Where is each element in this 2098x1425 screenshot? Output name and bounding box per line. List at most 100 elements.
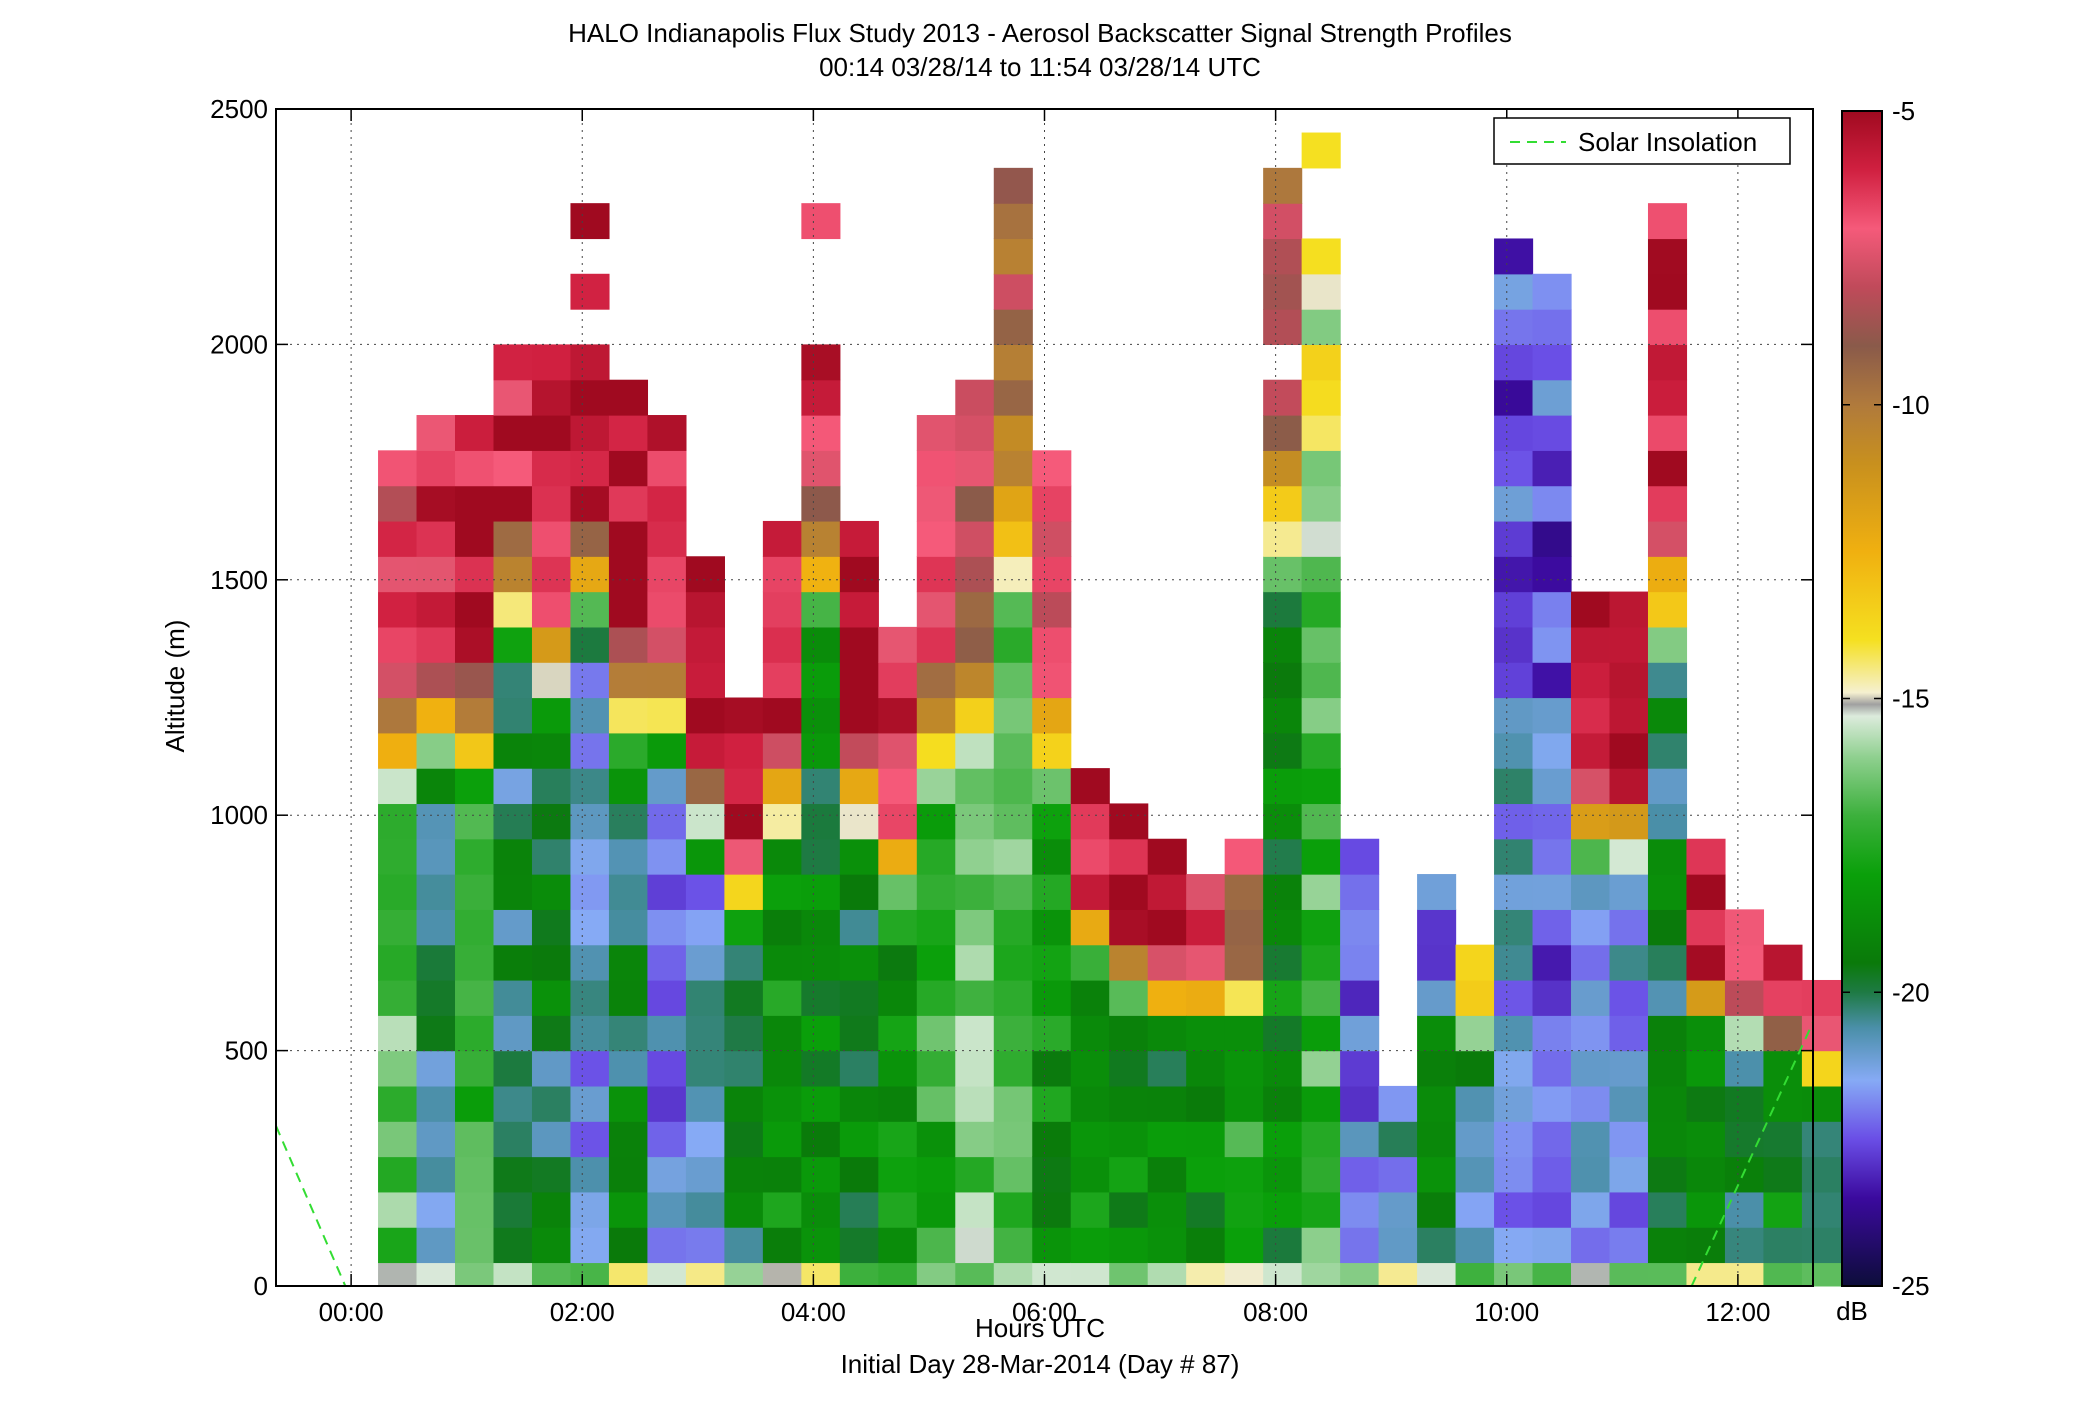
heatmap-cell (801, 485, 841, 522)
heatmap-cell (608, 485, 649, 522)
heatmap-cell (955, 415, 995, 451)
heatmap-cell (416, 1050, 456, 1087)
heatmap-cell (416, 415, 456, 451)
heatmap-cell (647, 909, 687, 946)
heatmap-cell (839, 1121, 879, 1158)
heatmap-cell (955, 1227, 995, 1264)
heatmap-cell (1724, 1191, 1765, 1228)
heatmap-cell (801, 1085, 841, 1122)
heatmap-cell (1032, 556, 1072, 593)
heatmap-cell (1532, 1262, 1572, 1287)
heatmap-cell (801, 944, 841, 981)
heatmap-cell (685, 697, 725, 734)
heatmap-cell (1070, 909, 1110, 946)
heatmap-cell (608, 1227, 649, 1264)
heatmap-cell (1532, 909, 1572, 946)
heatmap-cell (878, 1050, 918, 1087)
heatmap-cell (608, 1191, 649, 1228)
heatmap-cell (955, 1015, 995, 1052)
heatmap-cell (724, 838, 764, 875)
heatmap-cell (493, 1015, 533, 1052)
heatmap-cell (647, 1156, 687, 1193)
heatmap-cell (416, 1085, 456, 1122)
heatmap-cell (878, 1085, 918, 1122)
heatmap-cell (608, 768, 649, 805)
heatmap-cell (762, 768, 802, 805)
heatmap-cell (1224, 909, 1264, 946)
heatmap-cell (1417, 1262, 1457, 1287)
heatmap-cell (1609, 1262, 1649, 1287)
heatmap-cell (1147, 1227, 1187, 1264)
heatmap-cell (1224, 1085, 1264, 1122)
heatmap-cell (647, 1262, 687, 1287)
heatmap-cell (1147, 1050, 1187, 1087)
heatmap-cell (493, 838, 533, 875)
heatmap-cell (1263, 591, 1303, 628)
heatmap-cell (570, 591, 610, 628)
heatmap-cell (724, 803, 764, 840)
heatmap-cell (1647, 1191, 1688, 1228)
heatmap-cell (570, 556, 610, 593)
heatmap-cell (1571, 1121, 1611, 1158)
heatmap-cell (455, 838, 495, 875)
heatmap-cell (1494, 1227, 1534, 1264)
heatmap-cell (1263, 485, 1303, 522)
heatmap-cell (878, 803, 918, 840)
heatmap-cell (685, 1262, 725, 1287)
heatmap-cell (1186, 1227, 1226, 1264)
heatmap-cell (1263, 1015, 1303, 1052)
heatmap-cell (1263, 768, 1303, 805)
heatmap-cell (1532, 626, 1572, 663)
heatmap-cell (916, 1191, 956, 1228)
heatmap-cell (608, 838, 649, 875)
heatmap-cell (1686, 1156, 1726, 1193)
heatmap-cell (955, 626, 995, 663)
heatmap-cell (378, 1156, 418, 1193)
heatmap-cell (916, 1050, 956, 1087)
heatmap-cell (378, 944, 418, 981)
heatmap-cell (1301, 1085, 1341, 1122)
heatmap-cell (1263, 944, 1303, 981)
heatmap-cell (608, 415, 649, 451)
heatmap-cell (493, 626, 533, 663)
heatmap-cell (1070, 1085, 1110, 1122)
heatmap-cells (378, 132, 1841, 1287)
heatmap-cell (993, 1085, 1033, 1122)
heatmap-cell (1070, 979, 1110, 1016)
heatmap-cell (685, 1050, 725, 1087)
heatmap-cell (378, 1262, 418, 1287)
heatmap-cell (762, 697, 802, 734)
heatmap-cell (1032, 662, 1072, 699)
heatmap-cell (378, 874, 418, 910)
heatmap-cell (1263, 874, 1303, 910)
heatmap-cell (1494, 1191, 1534, 1228)
heatmap-cell (570, 1085, 610, 1122)
heatmap-cell (839, 1191, 879, 1228)
heatmap-cell (1455, 1015, 1495, 1052)
colorbar-ticks: -5 -10 -15 -20 -25 (1842, 96, 1930, 1301)
heatmap-cell (531, 1262, 572, 1287)
heatmap-cell (839, 626, 879, 663)
heatmap-cell (878, 768, 918, 805)
chart-subtitle: 00:14 03/28/14 to 11:54 03/28/14 UTC (819, 52, 1261, 82)
heatmap-cell (531, 909, 572, 946)
heatmap-cell (608, 626, 649, 663)
heatmap-cell (1301, 662, 1341, 699)
heatmap-cell (993, 838, 1033, 875)
heatmap-cell (1032, 1050, 1072, 1087)
heatmap-cell (455, 944, 495, 981)
heatmap-cell (916, 1015, 956, 1052)
heatmap-cell (531, 1085, 572, 1122)
heatmap-cell (955, 944, 995, 981)
solar-insolation-segment (275, 1125, 347, 1287)
heatmap-cell (1647, 203, 1688, 240)
heatmap-cell (1532, 732, 1572, 769)
heatmap-cell (1301, 273, 1341, 310)
heatmap-cell (378, 626, 418, 663)
heatmap-cell (493, 1191, 533, 1228)
heatmap-cell (1609, 697, 1649, 734)
heatmap-cell (647, 1191, 687, 1228)
heatmap-cell (493, 909, 533, 946)
heatmap-cell (1263, 803, 1303, 840)
heatmap-cell (1647, 591, 1688, 628)
